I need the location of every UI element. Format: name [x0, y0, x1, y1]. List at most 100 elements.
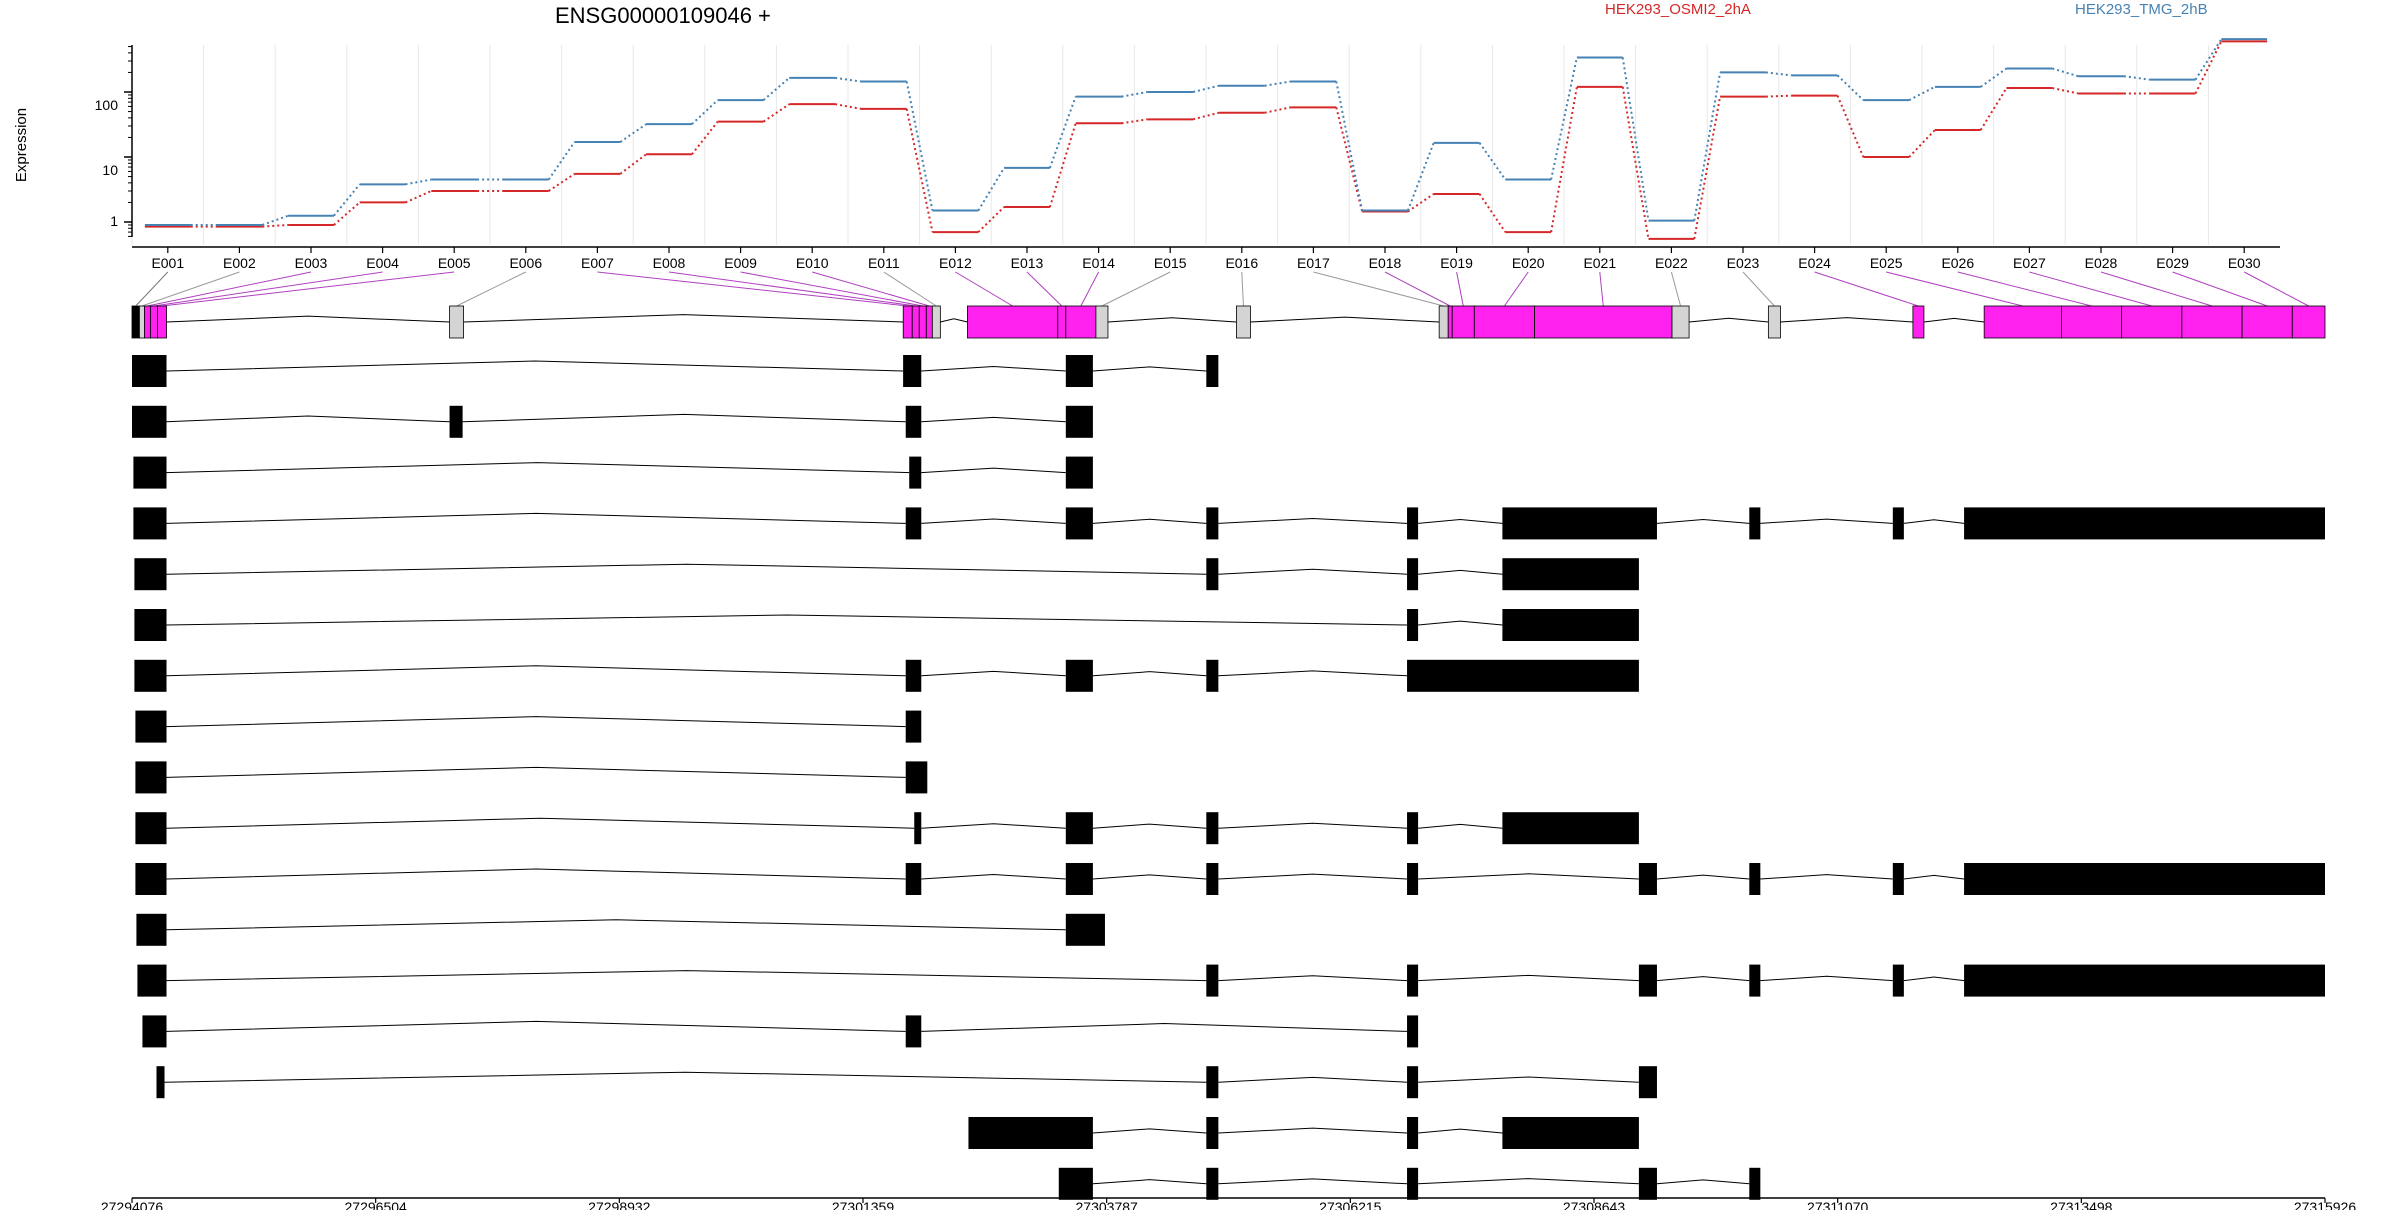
transcript-intron [1092, 1179, 1207, 1185]
exon-bin [902, 305, 913, 339]
x-tick-label: E015 [1154, 255, 1187, 271]
transcript-exon [1638, 964, 1657, 997]
exon-bin [2181, 305, 2243, 339]
transcript-exon [1407, 812, 1419, 845]
genomic-tick-label: 27308643 [1563, 1199, 1626, 1210]
transcript-intron [1760, 518, 1893, 524]
legend-label-tmg: HEK293_TMG_2hB [2075, 1, 2208, 18]
exon-connector [812, 271, 930, 307]
x-tick-label: E029 [2156, 255, 2189, 271]
transcript-exon [1206, 1167, 1219, 1200]
genomic-coordinate-axis: 27294076 27296504 27298932 27301359 27303787… [101, 1197, 2356, 1210]
x-tick-label: E025 [1870, 255, 1903, 271]
exon-bin [1236, 305, 1251, 339]
transcript-intron [166, 415, 450, 423]
exon-connector [1080, 271, 1100, 307]
transcript-intron [166, 970, 1207, 982]
exon-bin [157, 305, 167, 339]
series-connector [1693, 96, 1722, 240]
transcript-exon [1407, 1117, 1419, 1149]
transcript-intron [1760, 975, 1893, 982]
exon-connector [1101, 271, 1171, 307]
x-tick-label: E019 [1440, 255, 1473, 271]
exon-connectors [135, 271, 2309, 307]
exon-connector [668, 271, 916, 307]
chart-title: ENSG00000109046 + [555, 3, 771, 28]
exon-bin [1473, 305, 1535, 339]
transcript-intron [1903, 976, 1965, 982]
exon-connector [456, 271, 527, 307]
exon-bin [1534, 305, 1673, 339]
transcript-exon [132, 405, 167, 438]
transcript-exon [1502, 812, 1639, 845]
transcript-exon [1065, 863, 1093, 895]
transcript-exon [1502, 609, 1639, 641]
transcript-exon [137, 964, 167, 997]
exon-connector [153, 271, 383, 307]
transcript-exon [905, 507, 922, 540]
series-connector [1406, 142, 1435, 211]
transcript-intron [1903, 874, 1965, 880]
exon-bin [967, 305, 1059, 339]
exon-connector [1957, 271, 2092, 307]
transcript-intron [166, 716, 906, 728]
transcript-exon [1407, 1015, 1419, 1048]
exon-bin [918, 305, 927, 339]
transcript-exon [1502, 1117, 1639, 1149]
series-connector [1980, 67, 2008, 88]
series-connector [619, 123, 647, 143]
transcript-exon [156, 1066, 165, 1099]
series-connector [691, 99, 719, 125]
x-tick-label: E020 [1512, 255, 1545, 271]
transcript-intron [1218, 518, 1408, 524]
transcript [134, 659, 1639, 692]
y-axis: 1 10 100 [95, 45, 133, 237]
transcript-exon [1407, 609, 1419, 641]
gene-model-intron [1689, 317, 1769, 323]
exon-connector [2172, 271, 2268, 307]
transcript-exon [1206, 964, 1219, 997]
exon-connector [141, 271, 240, 307]
transcript-exon [1407, 558, 1419, 591]
transcript-intron [1760, 874, 1893, 880]
exon-bin [2241, 305, 2293, 339]
series-connector [1550, 57, 1578, 180]
transcript-exon [135, 761, 167, 794]
exon-bin [150, 305, 158, 339]
series-connector [1693, 72, 1722, 221]
exon-bin [1438, 305, 1449, 339]
exon-connector [1026, 271, 1063, 307]
exon-bin [2061, 305, 2123, 339]
exon-bin [1983, 305, 2062, 339]
genomic-tick-label: 27298932 [588, 1199, 651, 1210]
transcript-intron [921, 670, 1066, 677]
transcript-intron [1218, 822, 1408, 829]
transcript-exon [1206, 659, 1219, 692]
series-connector [1908, 129, 1936, 158]
transcript-intron [1418, 1128, 1503, 1134]
x-tick-label: E027 [2013, 255, 2046, 271]
x-tick-label: E023 [1727, 255, 1760, 271]
transcript-exon [1638, 1167, 1657, 1200]
exon-bin [911, 305, 920, 339]
x-tick-label: E002 [223, 255, 256, 271]
transcript [132, 405, 1093, 438]
x-tick-label: E024 [1798, 255, 1831, 271]
series-connector [834, 76, 862, 83]
transcript-exon [1058, 1167, 1093, 1200]
exon-connector [597, 271, 908, 307]
series-line [144, 40, 2268, 240]
exon-connector [1241, 271, 1244, 307]
transcript-intron [921, 366, 1066, 372]
transcript-exon [1065, 913, 1105, 946]
series-connector [905, 81, 934, 211]
transcript-exon [968, 1117, 1093, 1149]
transcript-intron [1418, 569, 1503, 575]
transcript-intron [1418, 519, 1503, 524]
transcript-exon [1964, 964, 2325, 997]
transcript-exon [1065, 355, 1093, 387]
transcript-intron [166, 462, 910, 474]
transcript-exon [134, 558, 167, 591]
transcript [135, 812, 1639, 845]
